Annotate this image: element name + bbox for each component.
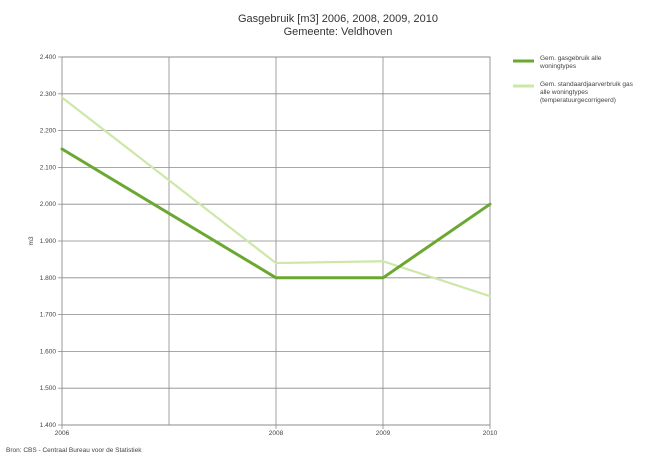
legend-label-series-1: Gem. gasgebruik alle woningtypes	[539, 55, 603, 70]
legend: Gem. gasgebruik alle woningtypes Gem. st…	[513, 55, 635, 104]
y-tick-label: 1.900	[40, 238, 57, 245]
y-tick-label: 1.600	[40, 348, 57, 355]
x-tick-label: 2006	[55, 430, 70, 437]
y-tick-label: 2.400	[40, 54, 57, 61]
y-tick-label: 1.800	[40, 275, 57, 282]
y-axis-ticks: 2.400 2.300 2.200 2.100 2.000 1.900 1.800 1.700…	[40, 54, 62, 429]
y-tick-label: 2.100	[40, 164, 57, 171]
x-axis-ticks: 2006 2008 2009 2010	[55, 425, 498, 437]
series-lines	[60, 96, 492, 298]
y-axis-label: m3	[28, 236, 35, 245]
y-tick-label: 1.400	[40, 422, 57, 429]
y-tick-label: 1.500	[40, 385, 57, 392]
chart-title: Gasgebruik [m3] 2006, 2008, 2009, 2010	[238, 13, 438, 25]
x-tick-label: 2008	[269, 430, 284, 437]
y-tick-label: 2.000	[40, 201, 57, 208]
grid-lines	[62, 56, 490, 426]
series-line-2	[60, 96, 492, 298]
legend-label-series-2: Gem. standaardjaarverbruik gas alle woni…	[540, 81, 635, 104]
x-tick-label: 2010	[483, 430, 498, 437]
y-tick-label: 2.200	[40, 128, 57, 135]
x-tick-label: 2009	[376, 430, 391, 437]
y-tick-label: 1.700	[40, 312, 57, 319]
chart-subtitle: Gemeente: Veldhoven	[284, 26, 393, 38]
source-note: Bron: CBS - Centraal Bureau voor de Stat…	[6, 447, 142, 454]
series-line-1	[60, 147, 492, 280]
y-tick-label: 2.300	[40, 91, 57, 98]
